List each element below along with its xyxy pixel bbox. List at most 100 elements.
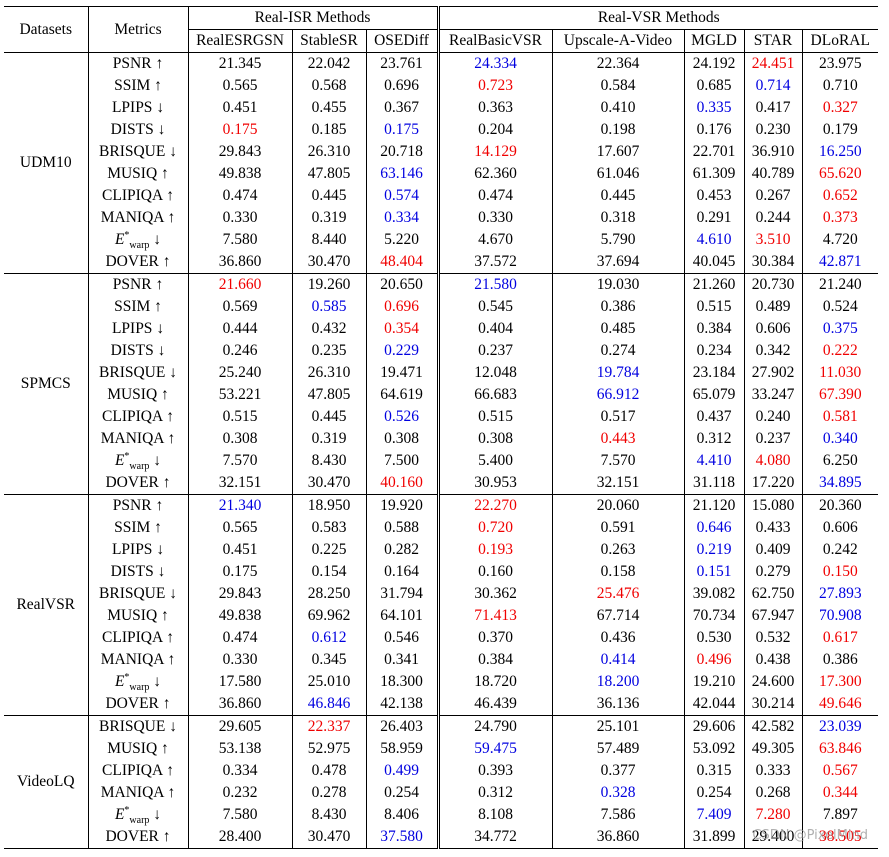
value-cell: 21.240	[801, 273, 878, 296]
value-cell: 7.500	[365, 450, 438, 472]
metric-label: MUSIQ	[107, 607, 158, 624]
value-cell: 66.912	[551, 384, 684, 406]
value-cell: 0.685	[683, 75, 744, 97]
value-cell: 57.489	[551, 738, 684, 760]
value-cell: 0.308	[365, 428, 438, 450]
value-cell: 32.151	[551, 472, 684, 495]
metric-name: CLIPIQA ↑	[88, 760, 189, 782]
value-cell: 0.312	[436, 782, 552, 804]
value-cell: 48.404	[365, 251, 438, 274]
metric-name: E*warp ↓	[88, 229, 189, 251]
value-cell: 0.175	[222, 563, 258, 580]
metric-name: E*warp ↓	[88, 671, 189, 693]
value-cell: 0.515	[683, 296, 744, 318]
metric-name: E*warp ↓	[88, 450, 189, 473]
value-cell: 0.154	[291, 561, 366, 583]
metric-name: E*warp ↓	[88, 804, 189, 826]
value-cell: 0.515	[222, 408, 258, 425]
value-cell: 67.390	[801, 384, 878, 406]
value-cell: 59.475	[436, 738, 552, 760]
value-cell: 0.370	[436, 627, 552, 649]
value-cell: 12.048	[436, 362, 552, 384]
value-cell: 6.250	[801, 450, 878, 472]
table-row: SSIM ↑ 0.569 0.585 0.696 0.545 0.386 0.515 0.48…	[4, 296, 878, 318]
value-cell: 0.193	[436, 539, 552, 561]
value-cell: 0.453	[683, 185, 744, 207]
value-cell: 19.471	[365, 362, 438, 384]
value-cell: 16.250	[801, 141, 878, 163]
value-cell: 46.439	[436, 693, 552, 716]
value-cell: 42.871	[801, 251, 878, 274]
metric-name: SSIM ↑	[88, 75, 189, 97]
metric-direction-arrow: ↓	[153, 806, 162, 823]
metric-label: BRISQUE	[99, 718, 166, 735]
value-cell: 30.470	[291, 826, 366, 849]
watermark: CSDN @PixelMind	[752, 828, 868, 843]
metric-direction-arrow: ↑	[166, 762, 174, 779]
metric-direction-arrow: ↑	[161, 607, 169, 624]
value-cell: 0.367	[365, 97, 438, 119]
value-cell: 0.384	[436, 649, 552, 671]
metric-name: MANIQA ↑	[88, 649, 189, 671]
value-cell: 40.789	[743, 163, 802, 185]
value-cell: 24.600	[743, 671, 802, 693]
value-cell: 0.254	[683, 782, 744, 804]
value-cell: 36.860	[218, 253, 262, 270]
value-cell: 25.010	[291, 671, 366, 693]
value-cell: 20.718	[365, 141, 438, 163]
value-cell: 0.384	[683, 318, 744, 340]
value-cell: 37.694	[551, 251, 684, 274]
value-cell: 0.474	[436, 185, 552, 207]
value-cell: 0.282	[365, 539, 438, 561]
value-cell: 0.150	[801, 561, 878, 583]
value-cell: 0.345	[291, 649, 366, 671]
metric-name: MUSIQ ↑	[88, 605, 189, 627]
value-cell: 30.470	[291, 472, 366, 495]
value-cell: 70.908	[801, 605, 878, 627]
table-row: DISTS ↓ 0.175 0.154 0.164 0.160 0.158 0.151 0.2…	[4, 561, 878, 583]
value-cell: 0.254	[365, 782, 438, 804]
value-cell: 70.734	[683, 605, 744, 627]
metric-label: PSNR	[112, 497, 152, 514]
value-cell: 30.362	[436, 583, 552, 605]
value-cell: 0.204	[436, 119, 552, 141]
table-row: UDM10 PSNR ↑ 21.345 22.042 23.761 24.334 22.36…	[4, 52, 878, 274]
value-cell: 47.805	[291, 384, 366, 406]
isr-group-header: Real-ISR Methods	[188, 6, 438, 30]
metric-direction-arrow: ↑	[167, 430, 176, 447]
metric-subscript: warp	[129, 461, 150, 473]
metric-direction-arrow: ↓	[169, 718, 177, 735]
metric-direction-arrow: ↑	[154, 77, 162, 94]
value-cell: 20.730	[743, 273, 802, 296]
value-cell: 31.118	[683, 472, 744, 495]
value-cell: 49.305	[743, 738, 802, 760]
metric-direction-arrow: ↓	[157, 563, 166, 580]
method-header: STAR	[743, 29, 802, 53]
value-cell: 0.327	[801, 97, 878, 119]
metric-name: CLIPIQA ↑	[88, 406, 189, 428]
metric-label: BRISQUE	[99, 143, 166, 160]
value-cell: 7.580	[222, 806, 258, 823]
value-cell: 0.451	[222, 99, 258, 116]
value-cell: 0.438	[743, 649, 802, 671]
metric-name: MUSIQ ↑	[88, 163, 189, 185]
value-cell: 18.200	[551, 671, 684, 693]
value-cell: 0.546	[365, 627, 438, 649]
value-cell: 5.400	[436, 450, 552, 472]
metric-name: DOVER ↑	[88, 826, 189, 849]
value-cell: 31.794	[365, 583, 438, 605]
value-cell: 0.386	[551, 296, 684, 318]
value-cell: 15.080	[743, 494, 802, 517]
table-row: LPIPS ↓ 0.451 0.225 0.282 0.193 0.263 0.219 0.4…	[4, 539, 878, 561]
value-cell: 0.646	[683, 517, 744, 539]
metric-name: SSIM ↑	[88, 517, 189, 539]
value-cell: 53.138	[218, 740, 262, 757]
value-cell: 0.437	[683, 406, 744, 428]
metric-direction-arrow: ↓	[169, 585, 177, 602]
table-row: RealVSR PSNR ↑ 21.340 18.950 19.920 22.270 20.…	[4, 494, 878, 716]
value-cell: 0.445	[291, 406, 366, 428]
metric-name: DISTS ↓	[88, 561, 189, 583]
table-row: E*warp ↓ 7.580 8.440 5.220 4.670 5.790 4.610 3.…	[4, 229, 878, 251]
method-header: Upscale-A-Video	[551, 29, 684, 53]
value-cell: 30.384	[743, 251, 802, 274]
